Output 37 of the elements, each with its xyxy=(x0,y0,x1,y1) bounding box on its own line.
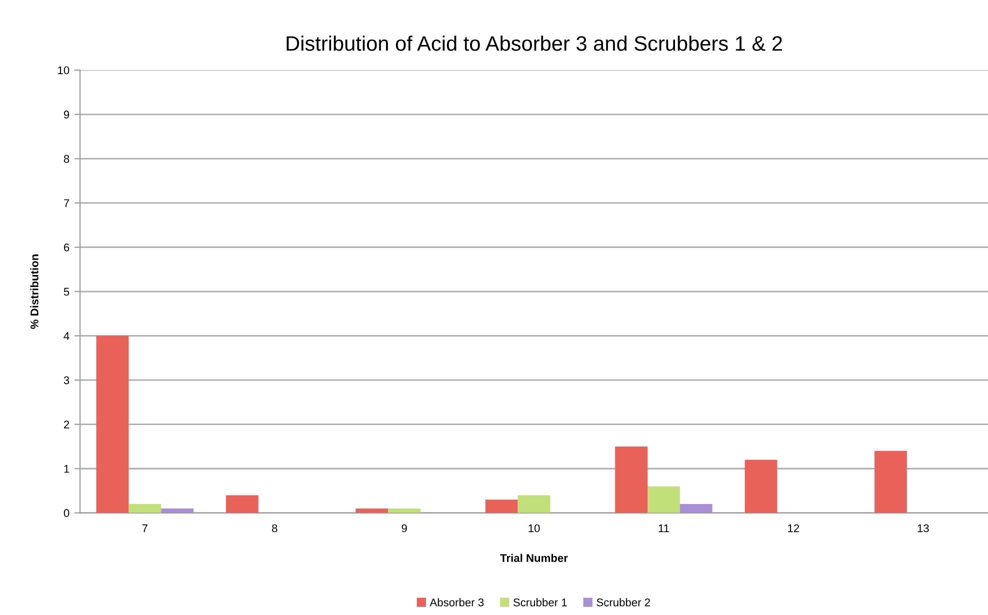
x-tick-label: 12 xyxy=(788,524,800,532)
y-axis-title: % Distribution xyxy=(30,254,38,329)
x-tick-label: 8 xyxy=(272,524,278,532)
x-tick-label: 7 xyxy=(142,524,148,532)
bar xyxy=(96,336,129,513)
x-axis-title: Trial Number xyxy=(500,554,568,562)
bar xyxy=(744,460,778,513)
y-tick-label: 3 xyxy=(64,376,70,384)
y-tick-label: 7 xyxy=(64,199,70,207)
x-tick-label: 9 xyxy=(402,524,407,532)
y-tick-label: 9 xyxy=(64,110,70,119)
bar xyxy=(161,508,194,513)
bar xyxy=(648,486,680,513)
bar xyxy=(356,508,388,513)
bar xyxy=(485,500,518,513)
x-tick-label: 11 xyxy=(658,524,669,532)
bar xyxy=(615,446,648,513)
chart-title: Distribution of Acid to Absorber 3 and Scrubbers 1 & 2 xyxy=(286,36,782,51)
y-tick-label: 2 xyxy=(64,420,70,428)
y-tick-label: 1 xyxy=(64,465,70,473)
legend-label: Scrubber 2 xyxy=(596,598,650,606)
bar xyxy=(518,495,550,513)
legend-label: Absorber 3 xyxy=(430,598,484,606)
bar xyxy=(874,450,907,513)
bar xyxy=(680,504,712,513)
bar xyxy=(128,504,162,513)
bar xyxy=(388,508,421,513)
y-tick-label: 8 xyxy=(64,154,70,163)
y-tick-label: 10 xyxy=(58,66,70,74)
y-tick-label: 4 xyxy=(64,332,70,340)
y-tick-label: 6 xyxy=(64,243,70,252)
y-tick-label: 5 xyxy=(64,288,70,296)
y-tick-label: 0 xyxy=(64,509,70,518)
legend-label: Scrubber 1 xyxy=(513,598,567,606)
x-tick-label: 13 xyxy=(918,524,929,532)
x-tick-label: 10 xyxy=(528,524,540,532)
bar xyxy=(226,495,258,513)
